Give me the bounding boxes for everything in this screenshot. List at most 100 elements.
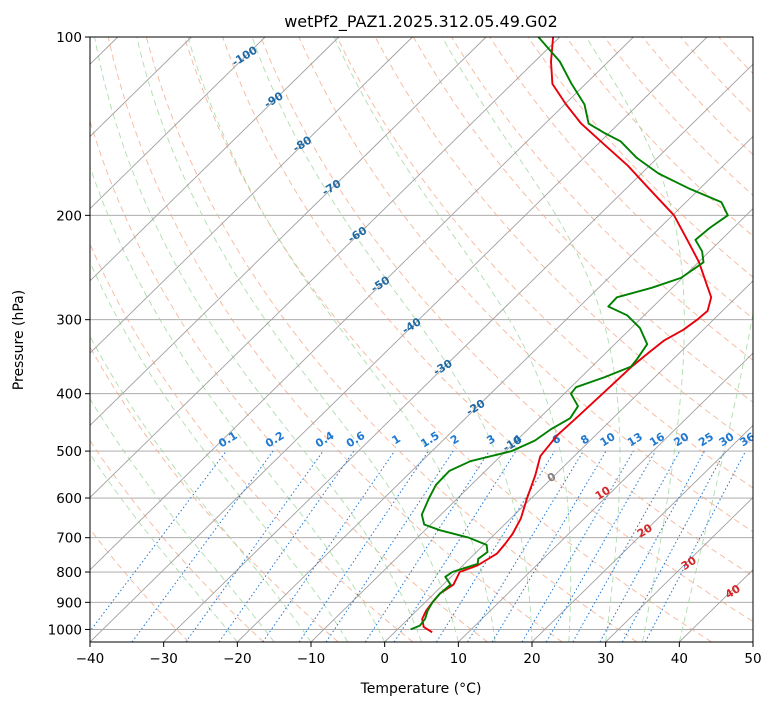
moist-adiabat-line [678,37,753,642]
dry-adiabat-line [489,37,753,320]
dry-adiabat-line [298,37,753,533]
x-tick-label: 10 [450,651,467,667]
moist-adiabat-line [94,37,422,642]
dry-adiabat-line [336,37,753,489]
background-lines [90,37,753,642]
mixing-ratio-line [218,450,355,642]
dewpoint-profile-line [410,37,729,631]
chart-title: wetPf2_PAZ1.2025.312.05.49.G02 [284,12,558,32]
dry-adiabat-line [451,37,753,361]
dry-adiabat-line [527,37,753,278]
isotherm-line [752,641,753,642]
mixing-ratio-label: 20 [671,430,691,449]
mixing-ratio-label: 13 [625,430,645,449]
isotherm-line [605,496,753,642]
mixing-ratio-line [393,450,517,642]
mixing-ratio-line [131,450,274,642]
moist-adiabat-line [90,453,238,642]
sounding-profiles [410,37,729,634]
mixing-ratio-label: 3 [484,432,497,447]
mixing-ratio-line [521,450,634,642]
moist-adiabat-line [251,37,533,642]
moist-adiabat-line [187,37,496,642]
mixing-ratio-line [545,450,656,642]
x-tick-label: 50 [744,651,761,667]
isotherm-line [90,37,708,642]
dry-adiabat-line [145,37,638,642]
dry-adiabat-line [90,119,488,642]
y-tick-label: 700 [56,531,82,547]
mixing-ratio-label: 1 [390,432,403,447]
y-tick-label: 1000 [48,622,82,638]
isotherm-line [90,37,561,499]
y-tick-label: 100 [56,30,82,46]
dry-adiabat-line [641,37,753,156]
isotherm-line [237,135,753,642]
mixing-ratio-line [185,450,324,642]
mixing-ratio-label: 0.2 [263,429,286,450]
theta-e-label: 40 [723,582,743,601]
mixing-ratio-line [262,450,395,642]
mixing-ratio-label: 2 [448,432,461,447]
isotherm-line [90,37,340,282]
theta-e-label: 10 [593,484,613,503]
x-tick-label: −10 [297,651,326,667]
dry-adiabat-line [222,37,753,623]
mixing-ratio-line [491,450,607,642]
mixing-ratio-label: 0.6 [344,429,368,451]
dry-adiabat-line [374,37,753,446]
y-tick-label: 900 [56,595,82,611]
mixing-ratio-label: 36 [737,430,757,449]
line-labels: 0.1 0.2 0.4 0.6 1 1.5 2 3 4 6 8 10 13 16 20 25 30 36-100-… [216,43,757,601]
x-tick-label: −40 [76,651,105,667]
plot-frame [89,36,754,643]
x-tick-label: 40 [671,651,688,667]
isotherm-line [90,37,487,426]
moist-adiabat-line [441,37,621,642]
mixing-ratio-label: 25 [696,430,716,449]
mixing-ratio-line [90,450,227,632]
mixing-ratio-label: 16 [647,430,667,449]
mixing-ratio-line [572,450,681,642]
isotherm-line [90,37,266,210]
y-tick-label: 600 [56,491,82,507]
moist-adiabat-line [585,37,685,642]
moist-adiabat-line [333,37,572,642]
isotherm-line [90,37,192,138]
mixing-ratio-label: 0.1 [216,429,239,450]
dry-adiabat-line [107,37,563,642]
mixing-ratio-label: 6 [550,432,564,447]
y-tick-label: 800 [56,565,82,581]
x-axis-label: Temperature (°C) [360,681,482,697]
mixing-ratio-line [435,450,556,642]
moist-adiabat-line [90,397,275,642]
moist-adiabat-line [90,335,312,642]
isotherm-line [531,424,753,642]
y-axis: 100 200 300 400 500 600 700 800 900 1000 [48,30,90,638]
mixing-ratio-line [467,450,584,642]
isotherm-line [458,352,753,642]
y-tick-label: 400 [56,387,82,403]
isotherm-line [163,63,753,642]
y-tick-label: 500 [56,444,82,460]
temperature-profile-line [421,37,713,634]
dry-adiabat-line [90,439,264,642]
dry-adiabat-line [603,37,753,196]
dry-adiabat-line [413,37,753,403]
x-tick-label: −20 [223,651,252,667]
dry-adiabat-line [90,346,339,642]
x-tick-label: 30 [597,651,614,667]
dry-adiabat-line [183,37,712,642]
moist-adiabat-line [136,37,459,642]
mixing-ratio-label: 8 [578,432,591,447]
mixing-ratio-line [599,450,705,642]
y-tick-label: 300 [56,313,82,329]
dry-adiabat-line [90,242,414,642]
mixing-ratio-line [325,450,454,642]
mixing-ratio-line [621,450,726,642]
isotherm-line [90,37,634,571]
mixing-ratio-line [298,450,429,642]
x-axis: −40 −30 −20 −10 0 10 20 30 40 50 [76,642,762,667]
mixing-ratio-label: 0.4 [313,429,337,451]
dry-adiabat-line [680,37,753,115]
